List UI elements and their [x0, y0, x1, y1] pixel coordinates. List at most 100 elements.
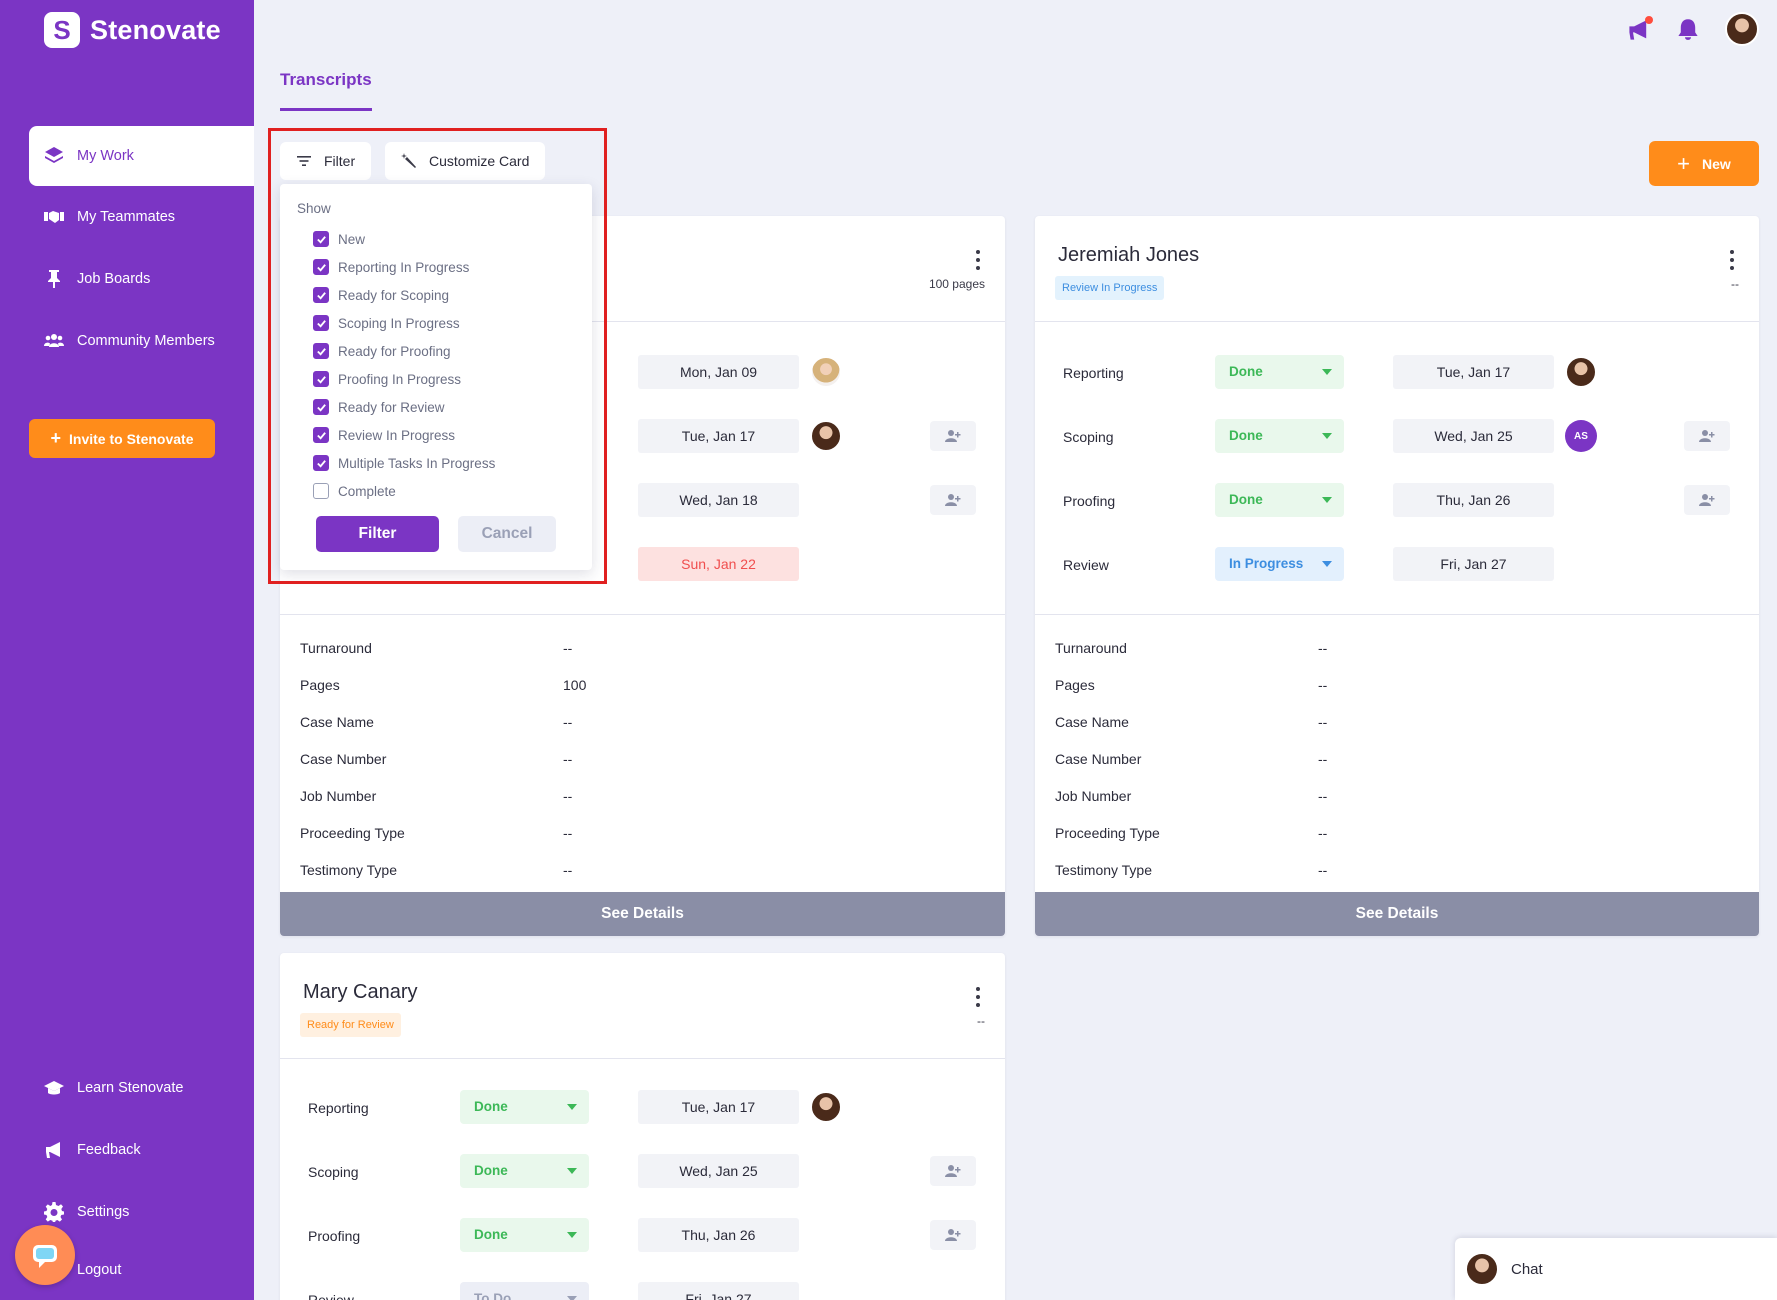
checkbox-checked[interactable]: [313, 315, 329, 331]
filter-icon: [296, 153, 312, 169]
due-date[interactable]: Thu, Jan 26: [638, 1218, 799, 1252]
add-user-icon: [945, 429, 961, 443]
chevron-down-icon: [567, 1104, 577, 1110]
checkbox-checked[interactable]: [313, 343, 329, 359]
filter-option-reporting-in-progress[interactable]: Reporting In Progress: [313, 258, 469, 276]
filter-option-ready-for-scoping[interactable]: Ready for Scoping: [313, 286, 449, 304]
assign-user-button[interactable]: [930, 485, 976, 515]
checkbox-checked[interactable]: [313, 371, 329, 387]
status-dropdown[interactable]: Done: [1215, 419, 1344, 453]
chat-launcher-button[interactable]: [15, 1225, 75, 1285]
assign-user-button[interactable]: [930, 421, 976, 451]
filter-option-proofing-in-progress[interactable]: Proofing In Progress: [313, 370, 461, 388]
filter-option-scoping-in-progress[interactable]: Scoping In Progress: [313, 314, 460, 332]
task-row: Tue, Jan 17: [280, 419, 1005, 453]
sidebar-item-label: Feedback: [77, 1142, 141, 1158]
assign-user-button[interactable]: [930, 1156, 976, 1186]
chat-avatar: [1465, 1252, 1499, 1286]
checkbox-checked[interactable]: [313, 287, 329, 303]
checkbox-checked[interactable]: [313, 259, 329, 275]
sidebar-item-feedback[interactable]: Feedback: [29, 1120, 254, 1180]
checkbox-checked[interactable]: [313, 399, 329, 415]
card-header: Jeremiah Jones Review In Progress --: [1035, 216, 1759, 322]
due-date[interactable]: Wed, Jan 18: [638, 483, 799, 517]
sidebar-item-label: Settings: [77, 1204, 130, 1220]
assignee-avatar[interactable]: [810, 420, 842, 452]
card-title[interactable]: Mary Canary: [303, 981, 418, 1003]
due-date[interactable]: Tue, Jan 17: [638, 419, 799, 453]
assignee-avatar[interactable]: [1565, 356, 1597, 388]
filter-option-ready-for-proofing[interactable]: Ready for Proofing: [313, 342, 451, 360]
customize-card-button[interactable]: Customize Card: [385, 142, 546, 180]
sidebar-item-community-members[interactable]: Community Members: [29, 311, 254, 371]
filter-option-complete[interactable]: Complete: [313, 482, 396, 500]
see-details-button[interactable]: See Details: [1035, 892, 1759, 936]
due-date[interactable]: Mon, Jan 09: [638, 355, 799, 389]
checkbox-checked[interactable]: [313, 231, 329, 247]
status-dropdown[interactable]: Done: [460, 1154, 589, 1188]
detail-row: Pages 100: [300, 677, 587, 693]
chat-widget[interactable]: Chat: [1455, 1238, 1777, 1300]
assign-user-button[interactable]: [930, 1220, 976, 1250]
status-dropdown[interactable]: Done: [1215, 483, 1344, 517]
filter-option-multiple-tasks-in-progress[interactable]: Multiple Tasks In Progress: [313, 454, 495, 472]
notifications-button[interactable]: [1674, 16, 1702, 44]
filter-option-ready-for-review[interactable]: Ready for Review: [313, 398, 445, 416]
task-row: Review In Progress Fri, Jan 27: [1035, 547, 1759, 581]
checkbox-unchecked[interactable]: [313, 483, 329, 499]
app-logo[interactable]: S Stenovate: [44, 12, 221, 48]
new-transcript-button[interactable]: + New: [1649, 141, 1759, 186]
card-pages: --: [977, 1014, 985, 1028]
due-date[interactable]: Fri, Jan 27: [1393, 547, 1554, 581]
more-options-icon[interactable]: [975, 987, 981, 1007]
sidebar-item-logout[interactable]: Logout: [29, 1240, 254, 1300]
user-avatar[interactable]: [1725, 12, 1759, 46]
layers-icon: [43, 146, 65, 166]
assignee-initials[interactable]: AS: [1565, 420, 1597, 452]
apply-filter-button[interactable]: Filter: [316, 516, 439, 552]
sidebar-item-my-teammates[interactable]: My Teammates: [29, 187, 254, 247]
assignee-avatar[interactable]: [810, 1091, 842, 1123]
assign-user-button[interactable]: [1684, 421, 1730, 451]
tab-transcripts[interactable]: Transcripts: [280, 70, 372, 111]
assignee-avatar[interactable]: [810, 356, 842, 388]
filter-option-new[interactable]: New: [313, 230, 365, 248]
due-date[interactable]: Wed, Jan 25: [638, 1154, 799, 1188]
due-date[interactable]: Thu, Jan 26: [1393, 483, 1554, 517]
status-dropdown[interactable]: To Do: [460, 1282, 589, 1300]
chevron-down-icon: [567, 1232, 577, 1238]
due-date[interactable]: Tue, Jan 17: [638, 1090, 799, 1124]
assign-user-button[interactable]: [1684, 485, 1730, 515]
sidebar-item-settings[interactable]: Settings: [29, 1182, 254, 1242]
sidebar-item-job-boards[interactable]: Job Boards: [29, 249, 254, 309]
sidebar-item-learn[interactable]: Learn Stenovate: [29, 1058, 254, 1118]
transcript-card: 100 pages Mon, Jan 09 Tue, Jan 17 Wed, J…: [280, 216, 1005, 936]
checkbox-checked[interactable]: [313, 427, 329, 443]
cancel-filter-button[interactable]: Cancel: [458, 516, 556, 552]
filter-option-review-in-progress[interactable]: Review In Progress: [313, 426, 455, 444]
task-row: Scoping Done Wed, Jan 25 AS: [1035, 419, 1759, 453]
sidebar-item-my-work[interactable]: My Work: [29, 126, 254, 186]
status-dropdown[interactable]: Done: [460, 1090, 589, 1124]
detail-row: Case Name --: [300, 714, 573, 730]
filter-button[interactable]: Filter: [280, 142, 372, 180]
checkbox-checked[interactable]: [313, 455, 329, 471]
status-dropdown[interactable]: In Progress: [1215, 547, 1344, 581]
status-dropdown[interactable]: Done: [1215, 355, 1344, 389]
announcements-button[interactable]: [1625, 16, 1653, 44]
due-date[interactable]: Wed, Jan 25: [1393, 419, 1554, 453]
invite-button[interactable]: + Invite to Stenovate: [29, 419, 215, 458]
due-date[interactable]: Tue, Jan 17: [1393, 355, 1554, 389]
see-details-button[interactable]: See Details: [280, 892, 1005, 936]
sidebar-item-label: Job Boards: [77, 271, 151, 287]
more-options-icon[interactable]: [975, 250, 981, 270]
card-title[interactable]: Jeremiah Jones: [1058, 244, 1200, 266]
more-options-icon[interactable]: [1729, 250, 1735, 270]
filter-dropdown: Show New Reporting In Progress Ready for…: [280, 184, 592, 570]
status-dropdown[interactable]: Done: [460, 1218, 589, 1252]
card-pages: --: [1731, 277, 1739, 291]
megaphone-icon: [43, 1140, 65, 1160]
task-row: Reporting Done Tue, Jan 17: [280, 1090, 1005, 1124]
due-date-overdue[interactable]: Sun, Jan 22: [638, 547, 799, 581]
due-date[interactable]: Fri, Jan 27: [638, 1282, 799, 1300]
